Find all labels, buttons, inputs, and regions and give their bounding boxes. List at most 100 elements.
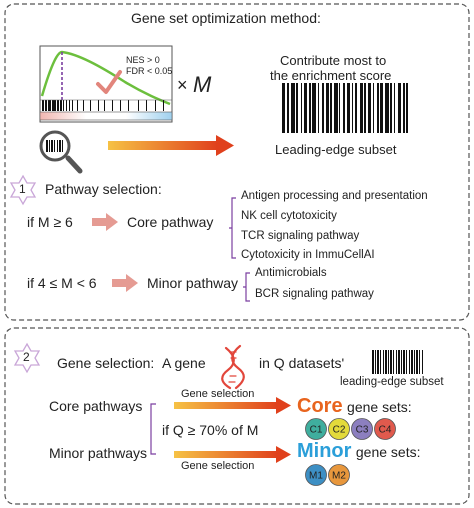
core-item-3: TCR signaling pathway [241,230,360,242]
small-barcode [372,350,423,374]
small-barcode-bar [393,350,394,374]
leading-edge-label: Leading-edge subset [275,142,397,157]
small-barcode-bar [380,350,381,374]
core-bracket [229,197,236,259]
core-word: Core [297,395,343,417]
minor-condition: if 4 ≤ M < 6 [27,275,97,291]
step1-star [9,174,37,206]
magnifier-bar [59,140,61,152]
gene-set-label-c4: C4 [379,425,392,436]
leading-edge-bar [377,83,379,133]
gene-set-circle-c2 [328,418,350,440]
core-gene-set-circles: C1 C2 C3 C4 [305,418,396,440]
panel-top-border [4,3,470,321]
minor-rest: gene sets: [355,444,421,460]
step2-title-a-gene: A gene [162,355,206,371]
gsea-tick [43,100,44,111]
leading-edge-bar [343,83,345,133]
gsea-tick [52,100,53,111]
small-barcode-bar [372,350,374,374]
gene-set-circle-c4 [374,418,396,440]
minor-item-1: Antimicrobials [255,267,327,279]
small-barcode-bar [416,350,418,374]
step2-leading-edge: leading-edge subset [340,376,444,388]
minor-pathway-label: Minor pathway [147,275,239,291]
leading-edge-bar [339,83,340,133]
leading-edge-bar [368,83,371,133]
leading-edge-bar [406,83,408,133]
core-pathways-label: Core pathways [49,398,143,414]
core-gene-sets-title: Core gene sets: [297,396,412,416]
small-barcode-bar [403,350,405,374]
step1-number: 1 [19,182,26,196]
gsea-tick [54,100,55,111]
step2-title-prefix: Gene selection: [57,355,155,371]
small-barcode-bar [377,350,379,374]
minor-item-2: BCR signaling pathway [255,288,374,300]
gene-selection-bottom-label: Gene selection [181,460,255,472]
small-barcode-bar [388,350,389,374]
minor-gene-set-circles: M1 M2 [305,464,350,486]
small-barcode-bar [401,350,402,374]
gene-set-label-c3: C3 [356,425,369,436]
gsea-tick [72,100,73,111]
condition-bracket [150,403,156,455]
leading-edge-bar [334,83,338,133]
magnifier-bar [46,140,48,152]
gsea-tick [60,100,61,111]
core-condition: if M ≥ 6 [27,215,73,229]
core-pathway-label: Core pathway [127,214,214,230]
gsea-tick [128,100,129,111]
step2-star [13,342,41,374]
minor-condition-arrow [112,274,138,292]
gsea-tick [120,100,121,111]
small-barcode-bar [375,350,376,374]
leading-edge-bar [326,83,329,133]
step2-number: 2 [23,350,30,364]
magnifier-icon [39,130,83,174]
leading-edge-bar [301,83,302,133]
small-barcode-bar [398,350,400,374]
gene-selection-arrow-top [174,397,291,414]
gene-set-circle-m1 [305,464,327,486]
small-barcode-bar [409,350,410,374]
small-barcode-bar [414,350,415,374]
nes-label: NES > 0 [126,55,160,65]
gene-selection-arrow-bottom [174,446,291,463]
minor-pathways-label: Minor pathways [49,445,148,461]
gsea-tick [49,100,50,111]
leading-edge-bar [390,83,392,133]
gene-set-circle-c3 [351,418,373,440]
times-symbol: × [177,75,188,95]
gsea-tick [90,100,91,111]
leading-edge-bar [352,83,353,133]
magnifier-bar [49,140,50,152]
gsea-tick [66,100,67,111]
small-barcode-bar [406,350,407,374]
minor-bracket [243,272,250,302]
leading-edge-bar [304,83,307,133]
gene-set-label-m2: M2 [332,471,346,482]
gsea-tick [63,100,64,111]
leading-edge-bar [322,83,324,133]
fdr-label: FDR < 0.05 [126,66,173,76]
gsea-tick [61,100,62,111]
gene-set-label-m1: M1 [309,471,323,482]
gene-set-circle-c1 [305,418,327,440]
leading-edge-barcode [282,83,408,133]
small-barcode-bar [419,350,420,374]
leading-edge-bar [309,83,311,133]
leading-edge-bar [360,83,363,133]
leading-edge-bar [282,83,285,133]
dna-icon [221,344,245,390]
leading-edge-bar [403,83,405,133]
gsea-rank-ticks [40,99,172,111]
leading-edge-bar [373,83,374,133]
gsea-tick [57,100,58,111]
leading-edge-bar [364,83,366,133]
leading-edge-bar [296,83,298,133]
leading-edge-bar [318,83,319,133]
leading-edge-bar [330,83,332,133]
q-condition: if Q ≥ 70% of M [162,422,259,438]
small-barcode-bar [422,350,423,374]
